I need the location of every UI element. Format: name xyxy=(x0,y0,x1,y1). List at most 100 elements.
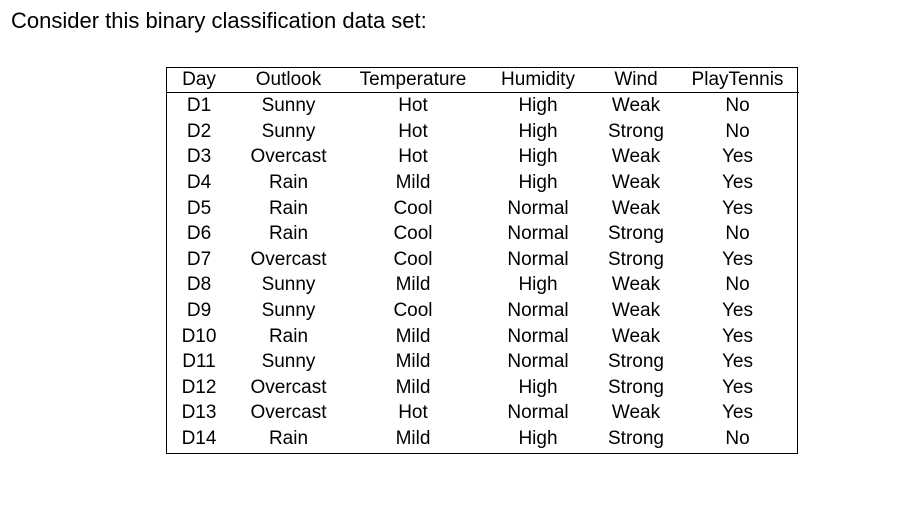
cell-day: D1 xyxy=(186,95,212,117)
table-row: D7 Overcast Cool Normal Strong Yes xyxy=(167,247,799,273)
cell-wind: Strong xyxy=(608,223,664,245)
cell-playtennis: No xyxy=(725,223,750,245)
header-temperature: Temperature xyxy=(346,68,480,93)
table-row: D4 Rain Mild High Weak Yes xyxy=(167,170,799,196)
cell-outlook: Overcast xyxy=(250,248,327,270)
table-header: Day Outlook Temperature Humidity Wind Pl… xyxy=(167,68,799,93)
cell-wind: Weak xyxy=(611,146,661,168)
cell-outlook: Rain xyxy=(268,197,309,219)
cell-playtennis: Yes xyxy=(722,300,753,322)
table-row: D1 Sunny Hot High Weak No xyxy=(167,93,799,119)
cell-humidity: Normal xyxy=(507,325,569,347)
cell-outlook: Overcast xyxy=(250,402,327,424)
cell-playtennis: Yes xyxy=(722,146,753,168)
cell-humidity: High xyxy=(518,146,558,168)
cell-day: D13 xyxy=(181,402,217,424)
cell-humidity: High xyxy=(518,274,558,296)
cell-day: D11 xyxy=(182,351,216,373)
cell-wind: Weak xyxy=(611,300,661,322)
cell-humidity: Normal xyxy=(507,197,569,219)
cell-wind: Strong xyxy=(608,376,664,398)
cell-temperature: Mild xyxy=(395,274,431,296)
table-row: D14 Rain Mild High Strong No xyxy=(167,426,799,452)
header-day: Day xyxy=(167,68,231,93)
cell-temperature: Hot xyxy=(398,402,428,424)
cell-day: D6 xyxy=(186,223,212,245)
cell-day: D10 xyxy=(181,325,217,347)
table-row: D5 Rain Cool Normal Weak Yes xyxy=(167,195,799,221)
cell-wind: Strong xyxy=(608,428,664,450)
cell-playtennis: No xyxy=(725,120,750,142)
cell-outlook: Rain xyxy=(268,325,309,347)
cell-humidity: High xyxy=(518,172,558,194)
cell-playtennis: No xyxy=(725,95,750,117)
cell-wind: Strong xyxy=(608,120,664,142)
cell-temperature: Mild xyxy=(395,351,431,373)
cell-day: D12 xyxy=(181,376,217,398)
cell-humidity: Normal xyxy=(507,223,569,245)
cell-wind: Strong xyxy=(608,248,664,270)
cell-day: D5 xyxy=(186,197,212,219)
cell-humidity: Normal xyxy=(507,351,569,373)
cell-wind: Weak xyxy=(611,325,661,347)
cell-outlook: Sunny xyxy=(261,274,316,296)
intro-text: Consider this binary classification data… xyxy=(11,8,427,33)
cell-outlook: Overcast xyxy=(250,376,327,398)
header-outlook: Outlook xyxy=(231,68,346,93)
header-humidity: Humidity xyxy=(480,68,596,93)
cell-day: D14 xyxy=(181,428,217,450)
table-row: D6 Rain Cool Normal Strong No xyxy=(167,221,799,247)
cell-outlook: Sunny xyxy=(261,300,316,322)
table-row: D8 Sunny Mild High Weak No xyxy=(167,272,799,298)
cell-temperature: Mild xyxy=(395,172,431,194)
cell-humidity: High xyxy=(518,428,558,450)
cell-temperature: Cool xyxy=(393,248,433,270)
cell-day: D8 xyxy=(186,274,212,296)
cell-outlook: Rain xyxy=(268,428,309,450)
cell-temperature: Hot xyxy=(398,146,428,168)
cell-wind: Strong xyxy=(608,351,664,373)
cell-outlook: Overcast xyxy=(250,146,327,168)
cell-humidity: High xyxy=(518,95,558,117)
table-row: D12 Overcast Mild High Strong Yes xyxy=(167,375,799,401)
cell-temperature: Cool xyxy=(393,197,433,219)
table-row: D11 Sunny Mild Normal Strong Yes xyxy=(167,349,799,375)
header-wind: Wind xyxy=(596,68,676,93)
cell-playtennis: Yes xyxy=(722,376,753,398)
cell-day: D7 xyxy=(186,248,212,270)
cell-humidity: Normal xyxy=(507,402,569,424)
cell-playtennis: Yes xyxy=(722,197,753,219)
cell-outlook: Sunny xyxy=(261,351,316,373)
cell-playtennis: Yes xyxy=(722,248,753,270)
cell-temperature: Mild xyxy=(395,376,431,398)
cell-humidity: High xyxy=(518,376,558,398)
cell-outlook: Rain xyxy=(268,172,309,194)
cell-outlook: Sunny xyxy=(261,95,316,117)
cell-wind: Weak xyxy=(611,402,661,424)
cell-wind: Weak xyxy=(611,274,661,296)
cell-playtennis: No xyxy=(725,274,750,296)
table-row: D9 Sunny Cool Normal Weak Yes xyxy=(167,298,799,324)
table-row: D10 Rain Mild Normal Weak Yes xyxy=(167,323,799,349)
cell-playtennis: Yes xyxy=(722,402,753,424)
cell-humidity: Normal xyxy=(507,248,569,270)
cell-wind: Weak xyxy=(611,197,661,219)
cell-temperature: Mild xyxy=(395,428,431,450)
table-row: D13 Overcast Hot Normal Weak Yes xyxy=(167,400,799,426)
cell-temperature: Mild xyxy=(395,325,431,347)
cell-wind: Weak xyxy=(611,172,661,194)
cell-wind: Weak xyxy=(611,95,661,117)
cell-outlook: Rain xyxy=(268,223,309,245)
cell-playtennis: No xyxy=(725,428,750,450)
cell-outlook: Sunny xyxy=(261,120,316,142)
header-playtennis: PlayTennis xyxy=(676,68,799,93)
cell-day: D2 xyxy=(186,120,212,142)
table-body: D1 Sunny Hot High Weak No D2 Sunny Hot High Strong… xyxy=(167,93,799,452)
cell-playtennis: Yes xyxy=(722,325,753,347)
data-table: Day Outlook Temperature Humidity Wind Pl… xyxy=(167,68,799,451)
cell-playtennis: Yes xyxy=(722,172,753,194)
cell-temperature: Cool xyxy=(393,223,433,245)
data-table-container: Day Outlook Temperature Humidity Wind Pl… xyxy=(166,67,799,454)
cell-humidity: High xyxy=(518,120,558,142)
header-row: Day Outlook Temperature Humidity Wind Pl… xyxy=(167,68,799,93)
